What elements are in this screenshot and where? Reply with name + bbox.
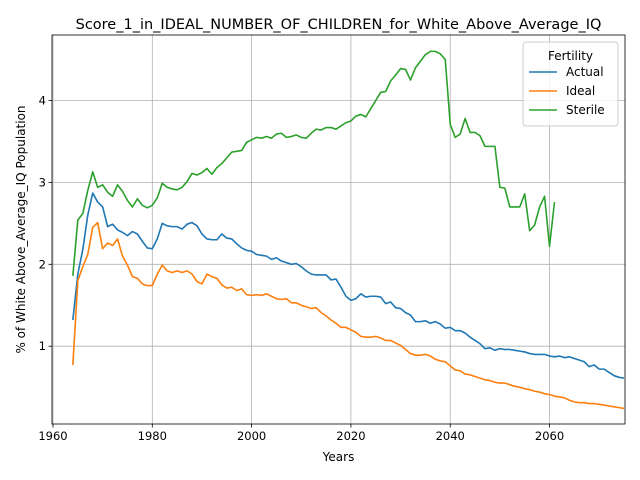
x-tick-label: 2040 [436, 429, 465, 443]
series-line-ideal [72, 221, 625, 410]
x-axis-label: Years [322, 450, 355, 464]
series-line-actual [72, 192, 625, 379]
legend-label-sterile: Sterile [566, 103, 605, 117]
legend: Fertility Actual Ideal Sterile [522, 41, 619, 127]
legend-box [522, 41, 619, 127]
x-tick-label: 1980 [138, 429, 167, 443]
x-tick-label: 2020 [336, 429, 365, 443]
legend-label-ideal: Ideal [566, 84, 595, 98]
chart-title: Score_1_in_IDEAL_NUMBER_OF_CHILDREN_for_… [76, 17, 602, 33]
x-tick-label: 2000 [237, 429, 266, 443]
legend-title: Fertility [548, 49, 593, 63]
y-tick-label: 3 [39, 175, 46, 189]
legend-label-actual: Actual [566, 65, 604, 79]
series-line-sterile [72, 50, 556, 276]
y-axis-label: % of White Above_Average_IQ Population [14, 105, 28, 353]
plot-frame [51, 34, 626, 425]
y-tick-label: 4 [39, 94, 46, 108]
legend-items: Actual Ideal Sterile [529, 65, 605, 117]
series-lines [72, 50, 625, 410]
y-tick-label: 2 [39, 257, 46, 271]
x-tick-label: 1960 [38, 429, 67, 443]
axis-ticks: 1960 1980 2000 2020 2040 2060 1 2 3 4 [38, 94, 564, 443]
x-tick-label: 2060 [535, 429, 564, 443]
y-tick-label: 1 [39, 339, 46, 353]
